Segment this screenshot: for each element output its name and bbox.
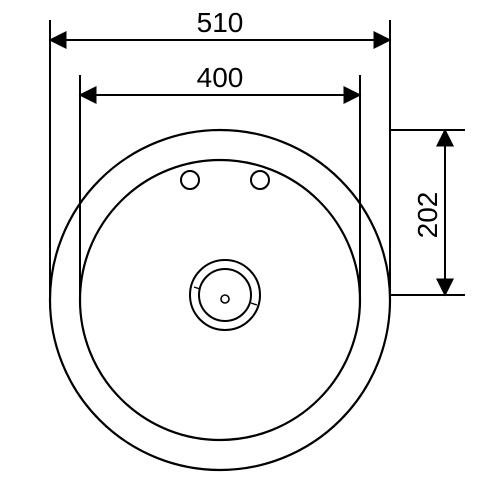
dimension-510-label: 510	[197, 7, 244, 38]
dimension-400-label: 400	[197, 62, 244, 93]
inner-bowl-circle	[80, 160, 360, 440]
sink-body	[50, 130, 390, 470]
dimension-202-label: 202	[412, 192, 443, 239]
drain-center-mark	[221, 295, 229, 303]
dimension-510: 510	[50, 7, 390, 300]
dimension-202: 202	[390, 130, 465, 295]
outer-rim-circle	[50, 130, 390, 470]
sink-technical-drawing: 510 400 202	[0, 0, 500, 500]
drain-tick	[194, 287, 200, 289]
dimension-400: 400	[80, 62, 360, 300]
tap-hole-left	[181, 171, 199, 189]
tap-hole-right	[251, 171, 269, 189]
drain-tick	[251, 303, 257, 305]
